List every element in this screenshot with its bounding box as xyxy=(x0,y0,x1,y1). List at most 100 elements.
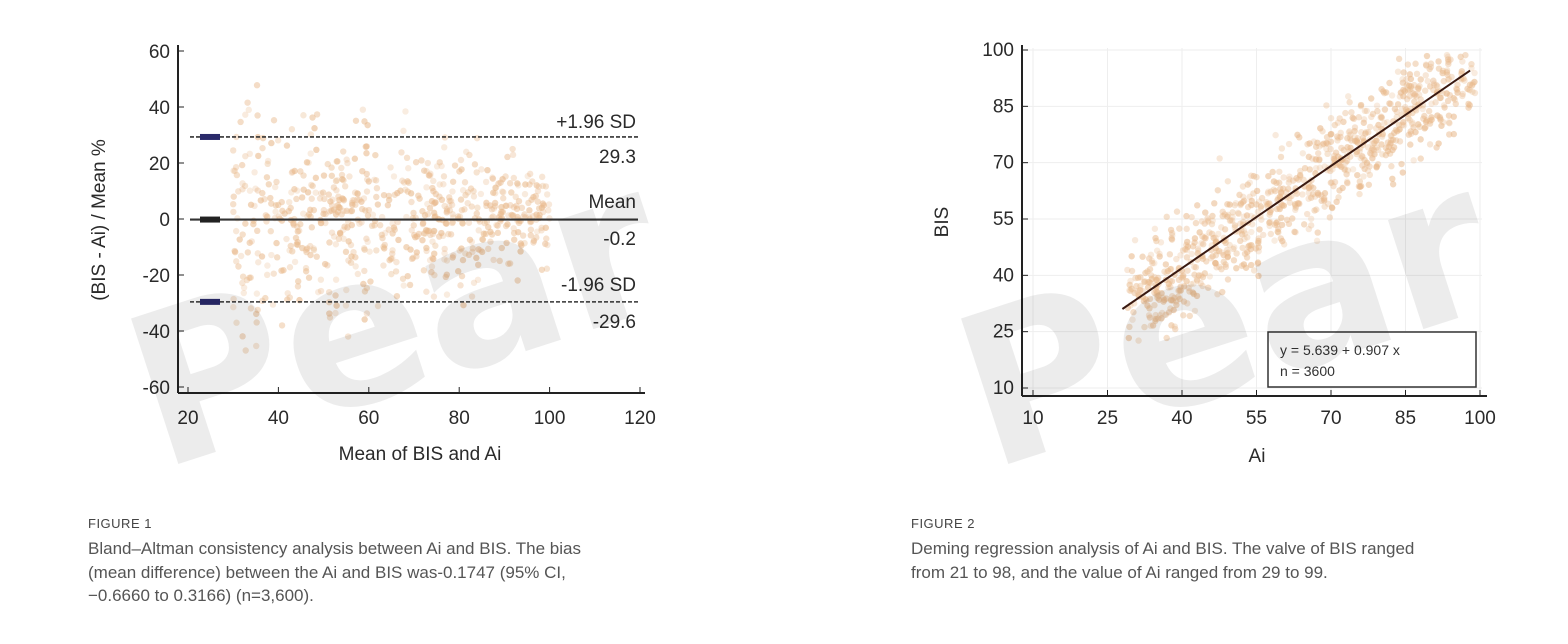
data-point xyxy=(253,310,260,318)
data-point xyxy=(1278,145,1286,152)
data-point xyxy=(1383,119,1391,126)
data-point xyxy=(328,207,335,214)
data-point xyxy=(413,249,420,256)
x-tick-label: 70 xyxy=(1320,408,1341,429)
data-point xyxy=(1216,155,1223,162)
data-point xyxy=(1153,247,1161,254)
data-point xyxy=(1187,280,1195,288)
data-point xyxy=(1130,309,1137,316)
data-point xyxy=(372,177,380,184)
data-point xyxy=(521,211,528,218)
data-point xyxy=(512,193,519,201)
data-point xyxy=(317,190,325,197)
data-point xyxy=(363,176,371,183)
data-point xyxy=(499,188,506,195)
data-point xyxy=(1199,282,1206,290)
data-point xyxy=(1327,145,1334,153)
data-point xyxy=(429,184,436,192)
data-point xyxy=(242,152,249,160)
data-point xyxy=(273,239,280,247)
data-point xyxy=(1195,272,1202,279)
data-point xyxy=(1452,100,1459,108)
data-point xyxy=(1242,264,1250,271)
data-point xyxy=(1155,292,1162,300)
data-point xyxy=(1224,211,1232,218)
data-point xyxy=(1194,245,1202,252)
data-point xyxy=(449,178,457,185)
data-point xyxy=(423,244,430,252)
data-point xyxy=(247,274,254,281)
data-point xyxy=(470,279,478,286)
data-point xyxy=(1241,235,1248,243)
data-point xyxy=(1244,181,1251,188)
data-point xyxy=(380,262,387,269)
data-point xyxy=(1417,155,1424,162)
caption-line: from 21 to 98, and the value of Ai range… xyxy=(911,562,1328,582)
data-point xyxy=(259,144,266,152)
data-point xyxy=(1438,122,1445,129)
data-point xyxy=(359,167,366,175)
data-point xyxy=(1333,198,1340,206)
data-point xyxy=(1305,153,1313,161)
data-point xyxy=(1276,205,1284,213)
data-point xyxy=(1220,258,1227,266)
data-point xyxy=(273,178,280,186)
data-point xyxy=(273,254,281,261)
data-point xyxy=(364,212,372,219)
data-point xyxy=(390,173,398,180)
data-point xyxy=(1394,68,1402,75)
data-point xyxy=(443,291,451,298)
data-point xyxy=(443,207,451,215)
data-point xyxy=(356,220,363,227)
data-point xyxy=(1131,236,1139,244)
data-point xyxy=(484,166,491,174)
data-point xyxy=(278,322,286,329)
data-point xyxy=(321,260,329,268)
data-point xyxy=(456,247,463,254)
data-point xyxy=(1209,212,1216,220)
data-point xyxy=(420,267,428,274)
data-point xyxy=(511,236,518,243)
data-point xyxy=(1152,315,1159,323)
y-tick-label: -40 xyxy=(143,322,170,343)
data-point xyxy=(1406,82,1413,89)
data-point xyxy=(1422,118,1430,126)
data-point xyxy=(426,256,434,264)
data-point xyxy=(326,314,334,321)
data-point xyxy=(499,175,506,183)
data-point xyxy=(307,251,314,259)
data-point xyxy=(1173,255,1180,263)
data-point xyxy=(1231,224,1239,231)
data-point xyxy=(1126,287,1133,294)
data-point xyxy=(431,250,438,257)
data-point xyxy=(1308,194,1315,201)
data-point xyxy=(479,236,487,243)
data-point xyxy=(1320,195,1328,202)
data-point xyxy=(389,250,396,257)
data-point xyxy=(1238,231,1246,238)
data-point xyxy=(419,208,426,215)
data-point xyxy=(317,287,325,295)
data-point xyxy=(1170,306,1177,314)
data-point xyxy=(1443,90,1450,97)
data-point xyxy=(332,211,340,218)
data-point xyxy=(1237,220,1244,227)
data-point xyxy=(1176,295,1183,303)
data-point xyxy=(1183,254,1191,261)
data-point xyxy=(1218,265,1225,273)
data-point xyxy=(533,182,540,189)
data-point xyxy=(1184,243,1192,250)
data-point xyxy=(1421,125,1428,132)
data-point xyxy=(1426,141,1434,148)
x-tick-label: 10 xyxy=(1022,408,1043,429)
data-point xyxy=(298,194,306,201)
data-point xyxy=(1276,168,1283,175)
data-point xyxy=(518,242,525,249)
data-point xyxy=(362,207,369,214)
data-point xyxy=(1199,255,1207,262)
data-point xyxy=(354,196,361,203)
data-point xyxy=(1188,213,1195,221)
data-point xyxy=(513,205,521,213)
data-point xyxy=(448,201,456,209)
data-point xyxy=(474,276,482,284)
